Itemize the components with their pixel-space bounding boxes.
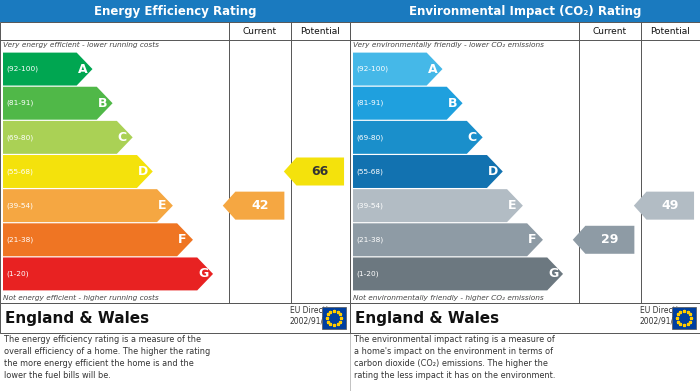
Polygon shape <box>223 192 284 220</box>
Text: Not energy efficient - higher running costs: Not energy efficient - higher running co… <box>3 295 159 301</box>
Text: 42: 42 <box>251 199 269 212</box>
Text: 49: 49 <box>662 199 679 212</box>
Text: (39-54): (39-54) <box>356 203 383 209</box>
Polygon shape <box>353 257 563 291</box>
Text: C: C <box>118 131 127 144</box>
Bar <box>0 303 350 333</box>
Text: (55-68): (55-68) <box>356 168 383 175</box>
Text: A: A <box>78 63 88 75</box>
Polygon shape <box>3 87 113 120</box>
Text: Current: Current <box>593 27 627 36</box>
Text: 29: 29 <box>601 233 619 246</box>
Text: (69-80): (69-80) <box>6 134 34 141</box>
Text: (1-20): (1-20) <box>356 271 379 277</box>
Text: (92-100): (92-100) <box>6 66 38 72</box>
Text: (21-38): (21-38) <box>6 237 34 243</box>
Text: G: G <box>198 267 209 280</box>
Text: B: B <box>448 97 457 110</box>
Text: Potential: Potential <box>650 27 690 36</box>
Bar <box>350 22 700 303</box>
Text: C: C <box>468 131 477 144</box>
Text: England & Wales: England & Wales <box>5 310 149 325</box>
Bar <box>350 303 700 333</box>
Polygon shape <box>3 189 173 222</box>
Bar <box>672 307 696 329</box>
Text: EU Directive
2002/91/EC: EU Directive 2002/91/EC <box>290 306 337 326</box>
Text: (21-38): (21-38) <box>356 237 384 243</box>
Polygon shape <box>284 158 344 185</box>
Text: (39-54): (39-54) <box>6 203 33 209</box>
Text: E: E <box>158 199 167 212</box>
Polygon shape <box>353 189 523 222</box>
Polygon shape <box>353 87 463 120</box>
Polygon shape <box>353 53 442 86</box>
Text: Very energy efficient - lower running costs: Very energy efficient - lower running co… <box>3 42 159 48</box>
Text: England & Wales: England & Wales <box>355 310 499 325</box>
Text: (81-91): (81-91) <box>356 100 384 106</box>
Text: (1-20): (1-20) <box>6 271 29 277</box>
Text: Potential: Potential <box>300 27 340 36</box>
Text: F: F <box>178 233 187 246</box>
Polygon shape <box>3 155 153 188</box>
Text: Not environmentally friendly - higher CO₂ emissions: Not environmentally friendly - higher CO… <box>353 295 544 301</box>
Text: F: F <box>528 233 537 246</box>
Text: Environmental Impact (CO₂) Rating: Environmental Impact (CO₂) Rating <box>409 5 641 18</box>
Text: 66: 66 <box>312 165 329 178</box>
Text: (81-91): (81-91) <box>6 100 34 106</box>
Bar <box>322 307 346 329</box>
Text: (92-100): (92-100) <box>356 66 388 72</box>
Text: E: E <box>508 199 517 212</box>
Polygon shape <box>3 121 133 154</box>
Polygon shape <box>3 53 92 86</box>
Bar <box>350 0 700 22</box>
Polygon shape <box>634 192 694 220</box>
Text: Energy Efficiency Rating: Energy Efficiency Rating <box>94 5 256 18</box>
Text: The energy efficiency rating is a measure of the
overall efficiency of a home. T: The energy efficiency rating is a measur… <box>4 335 210 380</box>
Text: Current: Current <box>243 27 277 36</box>
Text: The environmental impact rating is a measure of
a home's impact on the environme: The environmental impact rating is a mea… <box>354 335 555 380</box>
Text: (69-80): (69-80) <box>356 134 384 141</box>
Text: (55-68): (55-68) <box>6 168 33 175</box>
Polygon shape <box>573 226 634 254</box>
Bar <box>0 22 350 303</box>
Bar <box>0 0 350 22</box>
Polygon shape <box>353 155 503 188</box>
Polygon shape <box>3 223 193 256</box>
Text: A: A <box>428 63 438 75</box>
Text: Very environmentally friendly - lower CO₂ emissions: Very environmentally friendly - lower CO… <box>353 42 544 48</box>
Text: B: B <box>98 97 107 110</box>
Polygon shape <box>3 257 213 291</box>
Text: EU Directive
2002/91/EC: EU Directive 2002/91/EC <box>640 306 687 326</box>
Text: D: D <box>138 165 148 178</box>
Text: D: D <box>488 165 498 178</box>
Text: G: G <box>548 267 559 280</box>
Polygon shape <box>353 223 543 256</box>
Polygon shape <box>353 121 483 154</box>
